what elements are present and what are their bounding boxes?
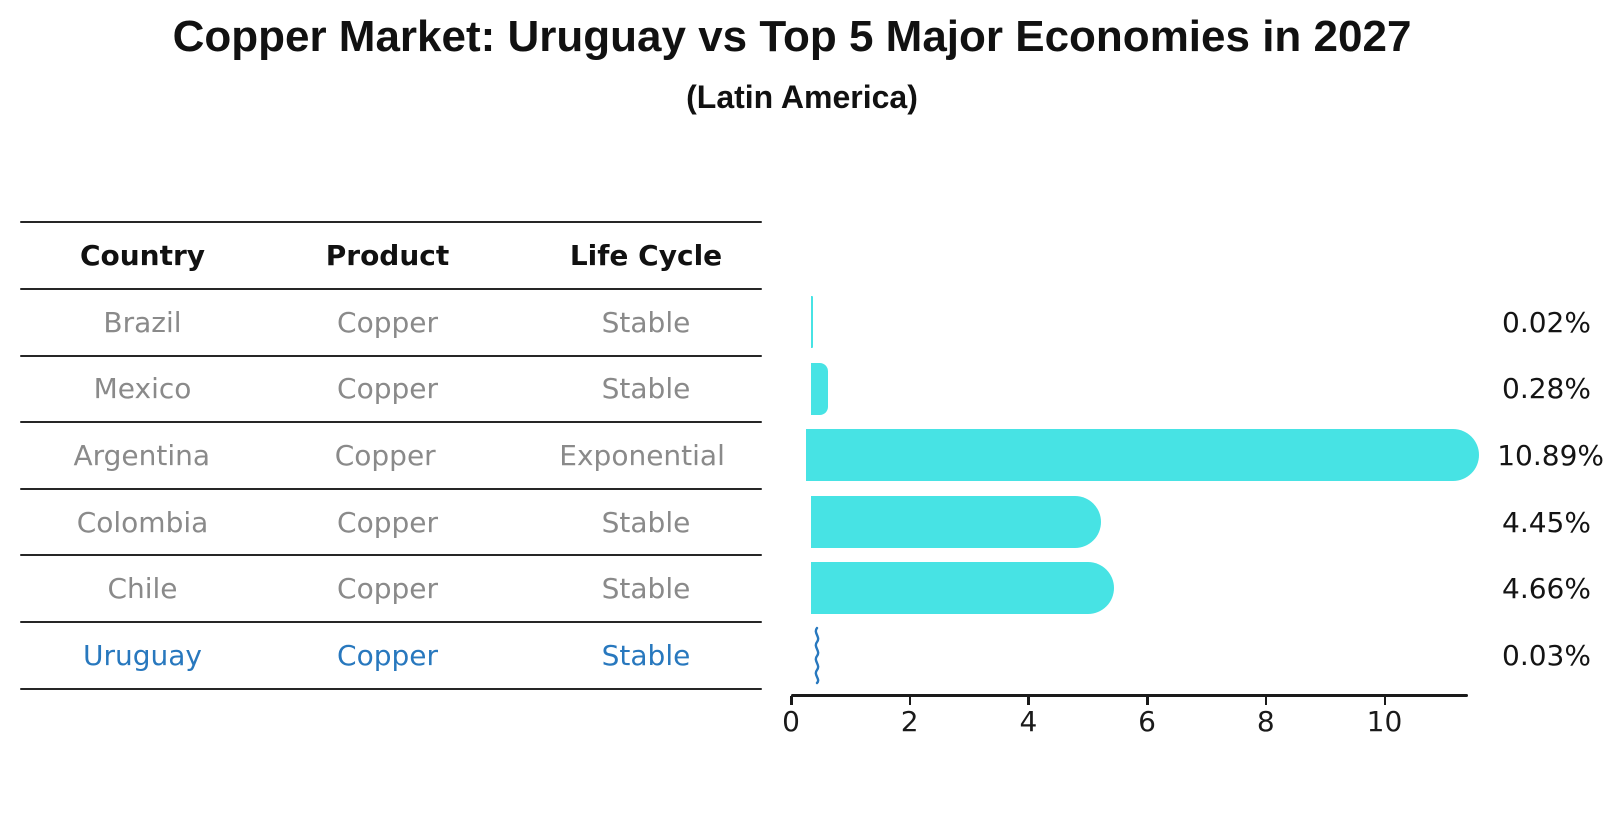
x-tick-mark: [1383, 696, 1386, 705]
cell-lifecycle: Exponential: [559, 438, 725, 472]
bar-track: [811, 555, 1488, 622]
header-cell-product: Product: [325, 239, 450, 272]
bar: [806, 429, 1479, 482]
table-top-rule: [20, 221, 762, 223]
value-label: 4.45%: [1502, 505, 1591, 539]
row-rule: [20, 687, 762, 690]
cell-country: Argentina: [73, 438, 211, 472]
table-row-uruguay: Uruguay Copper Stable 0.03%: [0, 622, 1604, 690]
row-rule: [20, 421, 762, 424]
header-cell-lifecycle: Life Cycle: [569, 239, 723, 272]
table-row-argentina: Argentina Copper Exponential 10.89%: [0, 422, 1604, 490]
bar-track: [811, 356, 1488, 423]
x-axis-line: [791, 694, 1468, 697]
cell-lifecycle: Stable: [601, 572, 691, 606]
x-tick-label: 6: [1138, 705, 1156, 738]
value-label: 10.89%: [1497, 438, 1604, 472]
data-table: Country Product Life Cycle Brazil Copper S…: [0, 221, 1604, 690]
x-tick-label: 2: [900, 705, 919, 738]
table-row-brazil: Brazil Copper Stable 0.02%: [0, 289, 1604, 357]
cell-lifecycle: Stable: [601, 638, 691, 672]
value-label: 4.66%: [1502, 572, 1591, 606]
cell-country: Colombia: [76, 505, 209, 539]
bar: [811, 495, 1102, 548]
chart-title: Copper Market: Uruguay vs Top 5 Major Ec…: [172, 12, 1412, 61]
value-label: 0.03%: [1502, 638, 1591, 672]
cell-product: Copper: [337, 505, 438, 539]
cell-product: Copper: [337, 638, 438, 672]
x-tick-mark: [790, 696, 793, 705]
x-tick-label: 0: [782, 705, 800, 738]
x-tick-mark: [1264, 696, 1268, 705]
cell-country: Uruguay: [83, 638, 202, 672]
bar-track: [811, 622, 1488, 689]
table-header-row: Country Product Life Cycle: [0, 221, 1604, 290]
chart-subtitle: (Latin America): [686, 79, 918, 115]
x-tick-label: 8: [1256, 705, 1275, 738]
cell-country: Chile: [107, 572, 178, 606]
cell-country: Mexico: [93, 372, 192, 406]
value-label: 0.02%: [1502, 305, 1591, 339]
header-bottom-rule: [20, 288, 762, 290]
cell-lifecycle: Stable: [601, 305, 691, 339]
header-cell-country: Country: [79, 239, 206, 272]
row-rule: [20, 620, 762, 623]
table-row-colombia: Colombia Copper Stable 4.45%: [0, 489, 1604, 557]
x-tick-mark: [1027, 696, 1030, 705]
x-axis: 0 2 4 6 8 10: [782, 694, 1468, 754]
bar-track: [811, 489, 1488, 556]
cell-product: Copper: [337, 572, 438, 606]
bar-track: [811, 289, 1488, 356]
x-tick-mark: [1146, 696, 1149, 705]
bar: [811, 562, 1114, 615]
row-rule: [20, 487, 762, 490]
cell-lifecycle: Stable: [601, 505, 691, 539]
value-label: 0.28%: [1502, 372, 1591, 406]
x-tick-label: 4: [1019, 705, 1038, 738]
row-rule: [20, 354, 762, 357]
x-tick-mark: [908, 696, 912, 705]
table-row-chile: Chile Copper Stable 4.66%: [0, 555, 1604, 623]
highlight-bar-squiggle: [814, 626, 820, 685]
row-rule: [20, 554, 762, 557]
table-row-mexico: Mexico Copper Stable 0.28%: [0, 356, 1604, 424]
cell-product: Copper: [337, 305, 438, 339]
cell-lifecycle: Stable: [601, 372, 691, 406]
bar: [811, 296, 813, 348]
bar: [811, 362, 828, 415]
bar-track: [806, 422, 1483, 489]
x-tick-label: 10: [1366, 705, 1403, 738]
cell-product: Copper: [334, 438, 436, 472]
cell-product: Copper: [337, 372, 438, 406]
cell-country: Brazil: [103, 305, 182, 339]
table-rows: Brazil Copper Stable 0.02% Mexico Copper Stabl…: [0, 289, 1604, 690]
